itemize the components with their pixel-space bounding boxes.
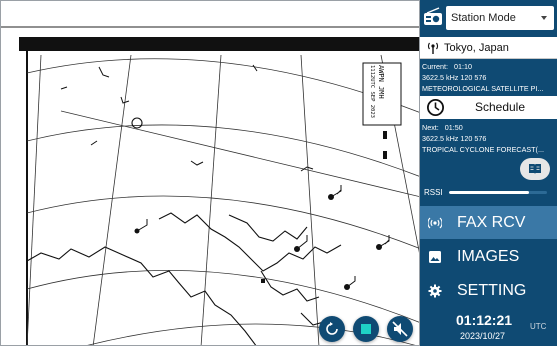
- schedule-button[interactable]: Schedule: [420, 96, 557, 119]
- stop-icon: [361, 324, 371, 334]
- clock-date: 2023/10/27: [460, 331, 506, 341]
- station-mode-select[interactable]: Station Mode: [446, 6, 554, 30]
- mute-button[interactable]: [387, 316, 413, 342]
- weather-fax-image[interactable]: AWPN JMH 1112UTC SEP 2023: [0, 0, 420, 346]
- current-label: Current:: [422, 62, 448, 71]
- next-label: Next:: [422, 123, 439, 132]
- chart-header-text: AWPN JMH 1112UTC SEP 2023: [365, 65, 399, 123]
- menu-fax-rcv-label: FAX RCV: [457, 213, 526, 231]
- rssi-bar-fill: [448, 190, 530, 194]
- chart-header-line-2: 1112UTC SEP 2023: [369, 65, 375, 118]
- clock-timezone: UTC: [530, 322, 547, 331]
- current-time: 01:10: [453, 62, 472, 71]
- menu-fax-rcv[interactable]: FAX RCV: [420, 206, 557, 239]
- program-list-button[interactable]: [520, 158, 550, 180]
- rssi-meter: RSSI: [424, 186, 554, 198]
- station-mode-value: Station Mode: [451, 12, 516, 24]
- current-description: METEOROLOGICAL SATELLITE PI...: [422, 84, 544, 93]
- next-frequency: 3622.5 kHz 120 576: [422, 134, 487, 143]
- weather-chart: [1, 1, 419, 345]
- rssi-label: RSSI: [424, 187, 443, 197]
- next-program-time: Next: 01:50: [422, 123, 556, 132]
- refresh-button[interactable]: [319, 316, 345, 342]
- chart-top-band: [19, 37, 419, 51]
- image-icon: [429, 250, 441, 263]
- next-description: TROPICAL CYCLONE FORECAST(...: [422, 145, 544, 154]
- schedule-label: Schedule: [474, 100, 526, 114]
- chart-header-line-1: AWPN JMH: [377, 65, 385, 99]
- sidebar: Station Mode Tokyo, Japan Current: 01:10…: [420, 0, 557, 346]
- volume-off-icon: [392, 321, 408, 337]
- clock-time: 01:12:21: [456, 312, 513, 328]
- chart-header-box: [362, 62, 402, 126]
- menu-setting-label: SETTING: [457, 281, 527, 299]
- menu-images-label: IMAGES: [457, 247, 520, 265]
- location-label: Tokyo, Japan: [444, 41, 509, 54]
- stop-button[interactable]: [353, 316, 379, 342]
- antenna-icon: [427, 42, 439, 54]
- current-program-time: Current: 01:10: [422, 62, 556, 71]
- rssi-bar-track: [448, 190, 547, 194]
- gear-icon: [428, 284, 442, 297]
- clock-icon: [427, 99, 444, 116]
- menu-images[interactable]: IMAGES: [420, 240, 557, 273]
- menu-setting[interactable]: SETTING: [420, 274, 557, 307]
- book-icon: [529, 164, 541, 174]
- location-selector[interactable]: Tokyo, Japan: [420, 37, 557, 59]
- station-bar: Station Mode: [420, 0, 557, 37]
- current-frequency: 3622.5 kHz 120 576: [422, 73, 487, 82]
- caret-down-icon: [541, 16, 547, 20]
- radio-icon: [424, 7, 442, 25]
- refresh-icon: [326, 322, 338, 335]
- broadcast-icon: [428, 217, 442, 228]
- next-time: 01:50: [444, 123, 463, 132]
